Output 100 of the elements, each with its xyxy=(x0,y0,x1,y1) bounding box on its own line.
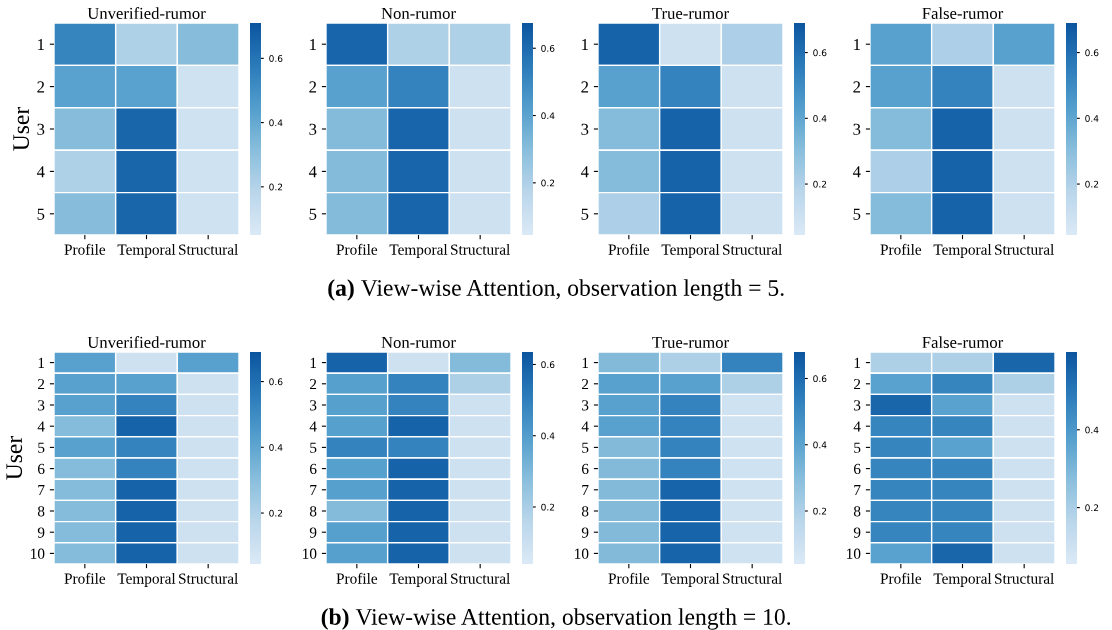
color-bar-label: 0.6 xyxy=(541,361,555,369)
color-bar-label: 0.4 xyxy=(269,444,283,451)
y-tick-label: 1 xyxy=(310,38,316,50)
x-tick-label: Structural xyxy=(451,573,510,584)
y-tick-label: 1 xyxy=(854,357,861,368)
color-bar-label: 0.2 xyxy=(269,509,283,517)
y-tick-label: 5 xyxy=(854,442,861,453)
chart-title: Non-rumor xyxy=(381,7,456,19)
x-tick-label: Profile xyxy=(608,243,650,255)
y-tick-label: 2 xyxy=(853,81,861,93)
y-tick-label: 6 xyxy=(853,463,861,475)
y-tick-label: 2 xyxy=(581,81,589,93)
y-tick-label: 3 xyxy=(854,400,861,411)
y-tick-label: 7 xyxy=(38,485,45,496)
chart-title: Unverified-rumor xyxy=(87,336,206,348)
y-tick-label: 4 xyxy=(852,166,861,178)
x-tick-label: Temporal xyxy=(389,573,448,587)
y-tick-label: 5 xyxy=(309,208,317,220)
x-tick-label: Profile xyxy=(880,572,922,584)
y-tick-label: 3 xyxy=(37,123,45,135)
color-bar-label: 0.6 xyxy=(1085,49,1099,57)
y-tick-label: 7 xyxy=(854,485,861,496)
color-bar-label: 0.6 xyxy=(813,49,827,57)
y-tick-label: 5 xyxy=(310,442,317,453)
x-tick-label: Structural xyxy=(179,573,238,584)
color-bar-label: 0.4 xyxy=(1085,426,1099,434)
y-tick-label: 3 xyxy=(581,123,589,135)
y-axis-title: User xyxy=(6,435,23,480)
color-bar-label: 0.6 xyxy=(541,44,555,52)
y-tick-label: 4 xyxy=(853,421,861,432)
y-tick-label: 2 xyxy=(310,378,317,390)
x-tick-label: Temporal xyxy=(661,244,720,258)
chart-title: Non-rumor xyxy=(381,336,456,348)
color-bar-label: 0.4 xyxy=(541,432,555,440)
y-tick-label: 8 xyxy=(581,506,589,517)
y-tick-label: 1 xyxy=(38,357,45,368)
y-tick-label: 6 xyxy=(37,463,45,475)
y-tick-label: 9 xyxy=(581,527,589,538)
x-tick-label: Temporal xyxy=(661,573,720,587)
y-tick-label: 2 xyxy=(38,378,45,390)
color-bar-label: 0.2 xyxy=(813,180,827,188)
y-tick-label: 9 xyxy=(853,527,861,538)
x-tick-label: Structural xyxy=(995,244,1054,255)
y-tick-label: 9 xyxy=(309,527,317,538)
text: (a) View-wise Attention, observation length = 5. xyxy=(328,279,784,301)
y-tick-label: 5 xyxy=(581,208,589,220)
x-tick-label: Structural xyxy=(723,244,782,255)
y-tick-label: 8 xyxy=(853,506,861,517)
y-tick-label: 7 xyxy=(310,485,317,496)
x-tick-label: Profile xyxy=(64,572,106,584)
y-tick-label: 3 xyxy=(582,400,589,411)
y-tick-label: 5 xyxy=(582,442,589,453)
y-tick-label: 2 xyxy=(854,378,861,390)
y-tick-label: 8 xyxy=(309,506,317,517)
x-tick-label: Temporal xyxy=(389,244,448,258)
y-tick-label: 3 xyxy=(853,123,861,135)
y-tick-label: 9 xyxy=(37,527,45,538)
x-tick-label: Structural xyxy=(723,573,782,584)
color-bar-label: 0.2 xyxy=(541,503,555,511)
chart-title: True-rumor xyxy=(652,336,729,348)
x-tick-label: Profile xyxy=(336,572,378,584)
y-tick-label: 2 xyxy=(582,378,589,390)
x-tick-label: Profile xyxy=(608,572,650,584)
color-bar-label: 0.6 xyxy=(269,378,283,386)
y-tick-label: 4 xyxy=(580,166,589,178)
color-bar-label: 0.4 xyxy=(1085,115,1099,122)
y-tick-label: 1 xyxy=(582,38,588,50)
y-tick-label: 3 xyxy=(38,400,45,411)
x-tick-label: Profile xyxy=(336,243,378,255)
x-tick-label: Temporal xyxy=(933,244,992,258)
y-tick-label: 1 xyxy=(38,38,44,50)
y-tick-label: 1 xyxy=(310,357,317,368)
x-tick-label: Structural xyxy=(451,244,510,255)
y-tick-label: 3 xyxy=(309,123,317,135)
color-bar-label: 0.4 xyxy=(269,119,283,127)
y-tick-label: 10 xyxy=(31,548,45,559)
x-tick-label: Structural xyxy=(995,573,1054,584)
y-tick-label: 10 xyxy=(847,548,861,559)
y-tick-label: 4 xyxy=(36,166,45,178)
chart-title: Unverified-rumor xyxy=(87,7,206,19)
y-tick-label: 7 xyxy=(582,485,589,496)
x-tick-label: Structural xyxy=(179,244,238,255)
y-tick-label: 6 xyxy=(581,463,589,475)
y-tick-label: 3 xyxy=(310,400,317,411)
x-tick-label: Temporal xyxy=(117,573,176,587)
color-bar-label: 0.4 xyxy=(813,441,827,449)
y-tick-label: 4 xyxy=(308,166,317,178)
y-tick-label: 4 xyxy=(37,421,45,432)
y-tick-label: 4 xyxy=(581,421,589,432)
x-tick-label: Temporal xyxy=(117,244,176,258)
x-tick-label: Temporal xyxy=(933,573,992,587)
x-tick-label: Profile xyxy=(880,243,922,255)
y-tick-label: 1 xyxy=(854,38,860,50)
color-bar-label: 0.6 xyxy=(813,375,827,383)
y-tick-label: 10 xyxy=(575,548,589,559)
y-tick-label: 2 xyxy=(309,81,317,93)
color-bar-label: 0.6 xyxy=(269,55,283,62)
color-bar-label: 0.4 xyxy=(541,112,555,120)
y-tick-label: 5 xyxy=(853,208,861,220)
y-tick-label: 8 xyxy=(37,506,45,517)
